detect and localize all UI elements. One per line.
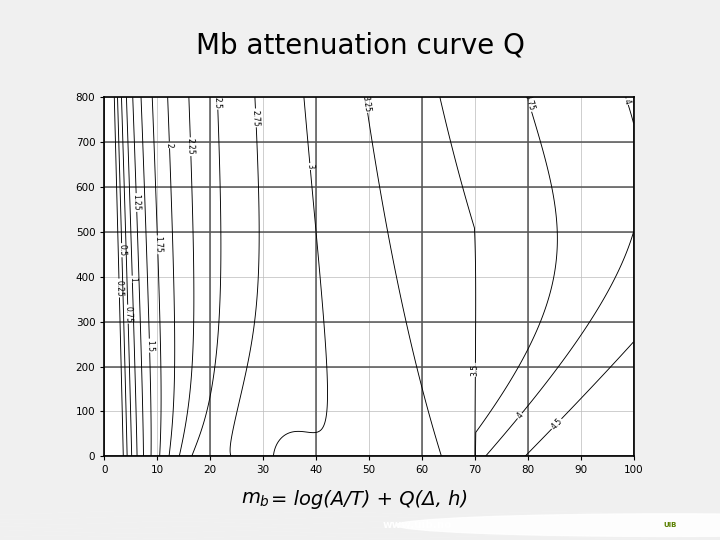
Text: 3.75: 3.75: [522, 93, 536, 112]
Text: 4: 4: [622, 98, 632, 105]
Text: 4.5: 4.5: [549, 416, 564, 431]
Text: 3.25: 3.25: [361, 94, 372, 112]
Text: 3.5: 3.5: [471, 364, 480, 376]
Text: 0.5: 0.5: [117, 244, 127, 256]
Text: 3: 3: [305, 164, 315, 170]
Text: 2.25: 2.25: [186, 138, 195, 155]
Text: 2.5: 2.5: [213, 97, 222, 109]
Text: www.uib.no: www.uib.no: [383, 520, 452, 530]
Text: 1.75: 1.75: [153, 236, 163, 253]
Circle shape: [396, 514, 720, 536]
Text: Mb attenuation curve Q: Mb attenuation curve Q: [196, 32, 524, 60]
Text: 0.25: 0.25: [114, 279, 124, 296]
Text: 4: 4: [515, 411, 525, 421]
Text: UIB: UIB: [663, 522, 676, 528]
Text: = log(A/T) + Q(Δ, h): = log(A/T) + Q(Δ, h): [271, 490, 469, 509]
Text: 1: 1: [127, 276, 137, 281]
Text: 2.75: 2.75: [251, 109, 261, 126]
Text: 0.75: 0.75: [123, 306, 132, 323]
Text: 1.5: 1.5: [145, 340, 154, 352]
Text: $m_b$: $m_b$: [241, 490, 270, 509]
Text: 2: 2: [165, 143, 174, 147]
Text: 1.25: 1.25: [132, 194, 141, 211]
